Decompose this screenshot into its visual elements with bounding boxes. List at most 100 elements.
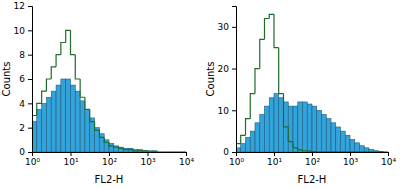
x-tick-label: 10²: [305, 157, 320, 167]
histogram-bar: [274, 94, 279, 152]
histogram-bar: [80, 101, 85, 152]
y-tick: 10: [14, 26, 32, 36]
y-tick-label: 4: [19, 99, 25, 109]
x-tick: 10⁴: [381, 152, 396, 167]
histogram-bar: [369, 149, 374, 152]
histogram-step: [152, 151, 157, 152]
y-tick-label: 0: [223, 147, 229, 157]
histogram-bar: [104, 140, 109, 152]
y-tick: 0: [223, 147, 236, 157]
histogram-step: [56, 55, 61, 67]
histogram-bar: [383, 152, 388, 153]
y-tick-mark: [28, 79, 32, 80]
histogram-bar: [128, 148, 133, 152]
x-tick-mark: [148, 152, 149, 156]
histogram-bar: [162, 152, 167, 153]
histogram-bar: [345, 135, 350, 152]
x-tick: 10⁰: [25, 152, 40, 167]
x-axis-line: [237, 153, 389, 157]
histogram-step: [288, 127, 293, 142]
histogram-step: [75, 55, 80, 79]
histogram-bar: [360, 146, 365, 152]
histogram-step: [80, 79, 85, 97]
histogram-step: [172, 151, 177, 152]
histogram-step: [302, 149, 307, 151]
histogram-step: [374, 151, 379, 152]
histogram-bar: [260, 114, 265, 152]
x-tick: 10³: [343, 152, 358, 167]
histogram-step: [128, 149, 133, 150]
histogram-step: [138, 150, 143, 151]
histogram-step: [260, 39, 265, 68]
x-tick: 10⁴: [179, 152, 194, 167]
histogram-bar: [95, 128, 100, 152]
panel: 10⁰10¹10²10³10⁴0102030FL2-HCounts: [205, 7, 396, 186]
histogram-step: [345, 151, 350, 152]
x-tick-mark: [350, 152, 351, 156]
histogram-step: [114, 146, 119, 147]
histogram-step: [336, 151, 341, 152]
x-tick-label: 10¹: [267, 157, 282, 167]
histogram-bar: [66, 79, 71, 152]
histogram-step: [383, 151, 388, 152]
x-tick-mark: [186, 152, 187, 156]
histogram-step: [369, 151, 374, 152]
histogram-bar: [340, 131, 345, 152]
y-tick-mark: [28, 55, 32, 56]
histogram-step: [61, 43, 66, 55]
histogram-bar: [138, 150, 143, 152]
histogram-step: [123, 148, 128, 149]
histogram-bar: [378, 151, 383, 152]
histogram-step: [312, 151, 317, 152]
histogram-bar: [355, 143, 360, 152]
histogram-bar: [288, 106, 293, 152]
y-axis-title: Counts: [1, 62, 12, 97]
histogram-bar: [374, 151, 379, 152]
histogram-step: [364, 151, 369, 152]
histogram-step: [378, 151, 383, 152]
histogram-step: [241, 135, 246, 143]
x-axis: 10⁰10¹10²10³10⁴: [25, 152, 194, 167]
histogram-bar: [331, 123, 336, 152]
histogram-bar: [157, 152, 162, 153]
histogram-bar: [246, 137, 251, 152]
x-tick: 10¹: [267, 152, 282, 167]
x-axis-line: [33, 153, 187, 157]
y-tick: 10: [218, 106, 236, 116]
x-tick-mark: [274, 152, 275, 156]
histogram-step: [246, 119, 251, 136]
histogram-step: [264, 19, 269, 40]
plot-area: [236, 14, 388, 152]
histogram-bar: [250, 131, 255, 152]
x-tick-mark: [71, 152, 72, 156]
y-tick: 30: [218, 22, 236, 32]
x-tick: 10²: [102, 152, 117, 167]
histogram-bar: [312, 106, 317, 152]
y-tick-mark: [232, 69, 236, 70]
y-tick: 12: [14, 1, 32, 11]
y-axis-title: Counts: [205, 62, 216, 97]
y-axis: 0102030: [218, 7, 237, 158]
histogram-step: [340, 151, 345, 152]
histogram-step: [255, 69, 260, 94]
histogram-step: [95, 122, 100, 131]
histogram-bar: [307, 104, 312, 152]
y-axis-line: [232, 7, 237, 153]
x-tick-label: 10⁰: [229, 157, 244, 167]
histogram-bar: [109, 143, 114, 152]
histogram-step: [157, 151, 162, 152]
y-tick: 4: [19, 99, 32, 109]
x-tick-mark: [312, 152, 313, 156]
histogram-bar: [350, 139, 355, 152]
histogram-bar: [364, 148, 369, 152]
histogram-step: [269, 14, 274, 18]
x-axis: 10⁰ 10¹ 10² 10³ 10⁴: [229, 152, 396, 167]
histogram-bar: [114, 146, 119, 152]
histogram-step: [133, 150, 138, 151]
histogram-bar: [148, 151, 153, 152]
x-tick-label: 10⁴: [381, 157, 396, 167]
histogram-step: [85, 97, 90, 109]
x-axis-title: FL2-H: [95, 174, 124, 185]
y-tick: 8: [19, 50, 32, 60]
histogram-bar: [176, 152, 181, 153]
